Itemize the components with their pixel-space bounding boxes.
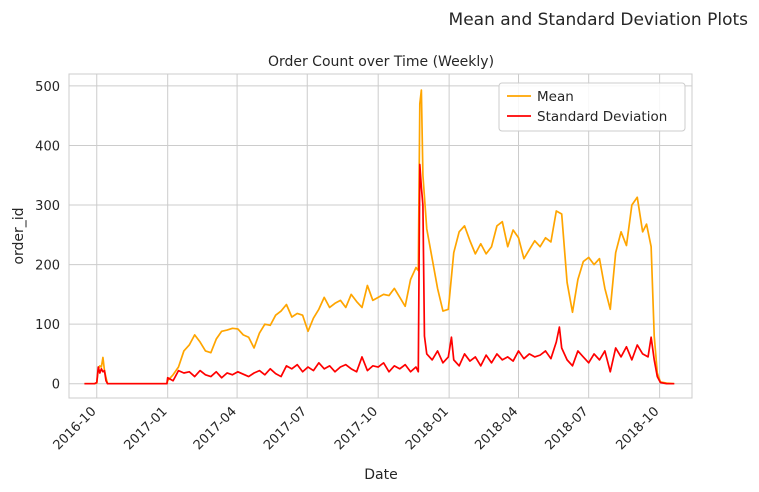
y-tick-label: 0	[52, 378, 60, 393]
legend-label-std: Standard Deviation	[537, 109, 667, 125]
x-tick-label: 2018-04	[472, 404, 521, 453]
y-tick-label: 200	[35, 259, 60, 274]
y-tick-labels: 0 100 200 300 400 500	[35, 80, 60, 393]
x-tick-label: 2018-07	[542, 404, 591, 453]
y-tick-label: 500	[35, 80, 60, 95]
x-tick-label: 2018-01	[403, 404, 452, 453]
plot-frame	[68, 73, 693, 399]
figure-title: Mean and Standard Deviation Plots	[449, 10, 749, 30]
x-tick-labels: 2016-10 2017-01 2017-04 2017-07 2017-10 2018-…	[51, 404, 663, 453]
std-line	[84, 163, 675, 385]
legend: Mean Standard Deviation	[498, 82, 686, 132]
y-axis-label: order_id	[11, 207, 27, 264]
legend-box	[498, 82, 686, 132]
x-tick-label: 2017-07	[261, 404, 310, 453]
x-tick-label: 2017-10	[332, 404, 381, 453]
mean-line	[84, 89, 675, 385]
x-tick-label: 2016-10	[51, 404, 100, 453]
x-axis-label: Date	[364, 467, 397, 483]
grid	[69, 74, 692, 398]
x-tick-label: 2018-10	[613, 404, 662, 453]
y-tick-label: 300	[35, 199, 60, 214]
y-tick-label: 400	[35, 139, 60, 154]
chart-title: Order Count over Time (Weekly)	[268, 54, 494, 70]
y-tick-label: 100	[35, 318, 60, 333]
x-tick-label: 2017-04	[191, 404, 240, 453]
series-group	[84, 89, 675, 385]
x-tick-label: 2017-01	[121, 404, 170, 453]
legend-label-mean: Mean	[537, 89, 574, 105]
